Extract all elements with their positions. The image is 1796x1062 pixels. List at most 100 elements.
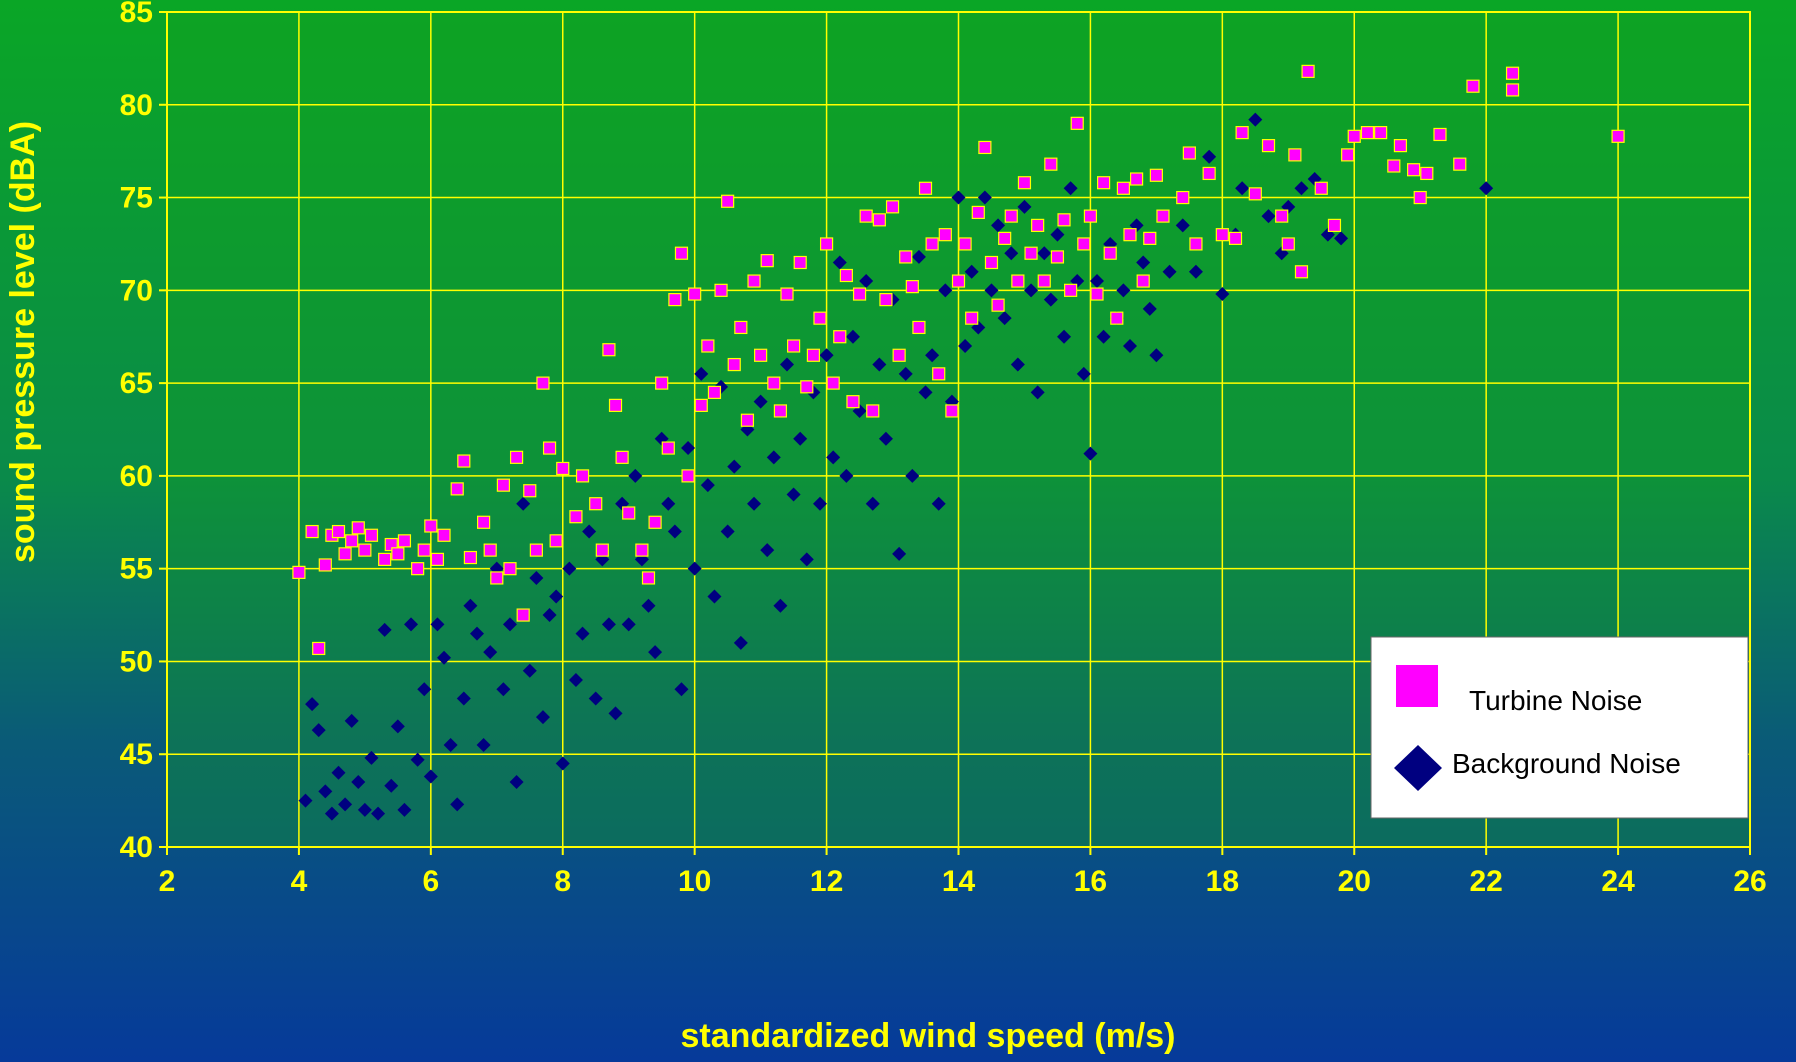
- turbine-noise-point: [1083, 209, 1098, 223]
- background-noise-point: [911, 249, 926, 264]
- background-noise-point: [892, 546, 907, 561]
- background-noise-point: [733, 635, 748, 650]
- turbine-noise-point: [918, 181, 933, 195]
- background-noise-point: [793, 431, 808, 446]
- background-noise-point: [1136, 255, 1151, 270]
- turbine-noise-point: [490, 571, 504, 585]
- background-noise-point: [938, 283, 953, 298]
- turbine-noise-point: [885, 200, 900, 214]
- background-noise-point: [681, 441, 696, 456]
- turbine-noise-point: [364, 528, 379, 542]
- background-noise-point: [958, 339, 973, 353]
- turbine-noise-point: [595, 543, 609, 557]
- background-noise-point: [780, 357, 795, 372]
- turbine-noise-point: [1327, 218, 1342, 232]
- turbine-noise-point: [846, 395, 860, 409]
- turbine-noise-point: [707, 385, 722, 399]
- turbine-noise-point: [951, 274, 966, 288]
- background-noise-point: [1479, 181, 1494, 196]
- background-noise-point: [437, 650, 452, 665]
- background-noise-point: [443, 737, 458, 752]
- turbine-noise-point: [1505, 66, 1520, 80]
- turbine-noise-point: [615, 450, 629, 464]
- x-tick-label: 18: [1206, 865, 1239, 898]
- background-noise-point: [1294, 181, 1309, 196]
- turbine-noise-point: [740, 413, 755, 427]
- turbine-noise-point: [978, 140, 992, 155]
- turbine-noise-point: [437, 528, 451, 542]
- background-noise-point: [496, 682, 511, 697]
- background-noise-point: [1202, 149, 1217, 164]
- background-noise-point: [674, 682, 689, 697]
- turbine-noise-point: [1248, 187, 1262, 201]
- x-tick-label: 12: [810, 865, 843, 898]
- background-noise-point: [357, 802, 372, 817]
- background-noise-point: [865, 496, 880, 511]
- turbine-noise-point: [932, 367, 946, 381]
- turbine-noise-point: [1301, 64, 1315, 78]
- background-noise-point: [898, 366, 913, 381]
- turbine-noise-point: [1110, 311, 1124, 325]
- turbine-noise-point: [892, 348, 906, 362]
- turbine-noise-point: [1393, 139, 1408, 153]
- background-noise-point: [384, 778, 399, 793]
- x-tick-label: 16: [1074, 865, 1107, 898]
- turbine-noise-point: [754, 348, 768, 362]
- background-noise-point: [1235, 181, 1250, 196]
- x-tick-label: 20: [1338, 865, 1371, 898]
- turbine-noise-point: [1433, 127, 1447, 142]
- turbine-noise-point: [1360, 126, 1375, 140]
- background-noise-point: [311, 723, 326, 738]
- background-noise-point: [397, 802, 412, 817]
- background-noise-point: [351, 775, 366, 790]
- turbine-noise-point: [839, 268, 853, 283]
- x-tick-label: 10: [678, 865, 711, 898]
- background-noise-point: [516, 496, 531, 511]
- turbine-noise-point: [965, 311, 979, 325]
- background-noise-point: [298, 793, 313, 808]
- turbine-noise-point: [516, 608, 530, 622]
- turbine-noise-point: [806, 348, 820, 362]
- background-noise-point: [588, 691, 603, 706]
- turbine-noise-point: [701, 339, 715, 353]
- background-noise-point: [997, 311, 1012, 326]
- turbine-noise-point: [925, 237, 939, 251]
- turbine-noise-point: [991, 298, 1005, 312]
- background-noise-point: [1149, 348, 1164, 363]
- background-noise-point: [1334, 231, 1349, 246]
- turbine-noise-point: [1057, 213, 1071, 227]
- turbine-noise-point: [938, 228, 952, 242]
- turbine-noise-point: [714, 283, 728, 297]
- turbine-noise-point: [318, 558, 332, 572]
- turbine-noise-point: [569, 510, 583, 524]
- turbine-noise-point: [549, 534, 563, 548]
- turbine-noise-point: [542, 441, 557, 455]
- turbine-noise-point: [998, 231, 1012, 245]
- background-noise-point: [1188, 264, 1203, 279]
- turbine-noise-point: [1314, 181, 1328, 195]
- background-noise-point: [1063, 181, 1078, 196]
- background-noise-point: [1037, 246, 1052, 261]
- background-noise-point: [839, 468, 854, 483]
- background-noise-point: [509, 775, 524, 790]
- turbine-noise-point: [1070, 116, 1084, 130]
- background-noise-point: [845, 329, 860, 344]
- turbine-noise-point: [305, 524, 319, 539]
- background-noise-point: [344, 713, 359, 728]
- background-noise-point: [456, 691, 471, 706]
- background-noise-point: [832, 255, 847, 270]
- turbine-noise-point: [1341, 148, 1355, 162]
- turbine-noise-point: [1143, 231, 1157, 245]
- background-noise-point: [390, 719, 405, 734]
- background-noise-point: [324, 806, 339, 821]
- background-noise-point: [700, 478, 715, 493]
- background-noise-point: [568, 673, 583, 687]
- background-noise-point: [1248, 112, 1263, 127]
- turbine-noise-point: [358, 543, 372, 557]
- turbine-noise-point: [575, 469, 590, 483]
- background-noise-point: [476, 737, 491, 752]
- background-noise-point: [661, 496, 676, 511]
- background-noise-point: [417, 682, 432, 697]
- turbine-noise-point: [1037, 274, 1051, 288]
